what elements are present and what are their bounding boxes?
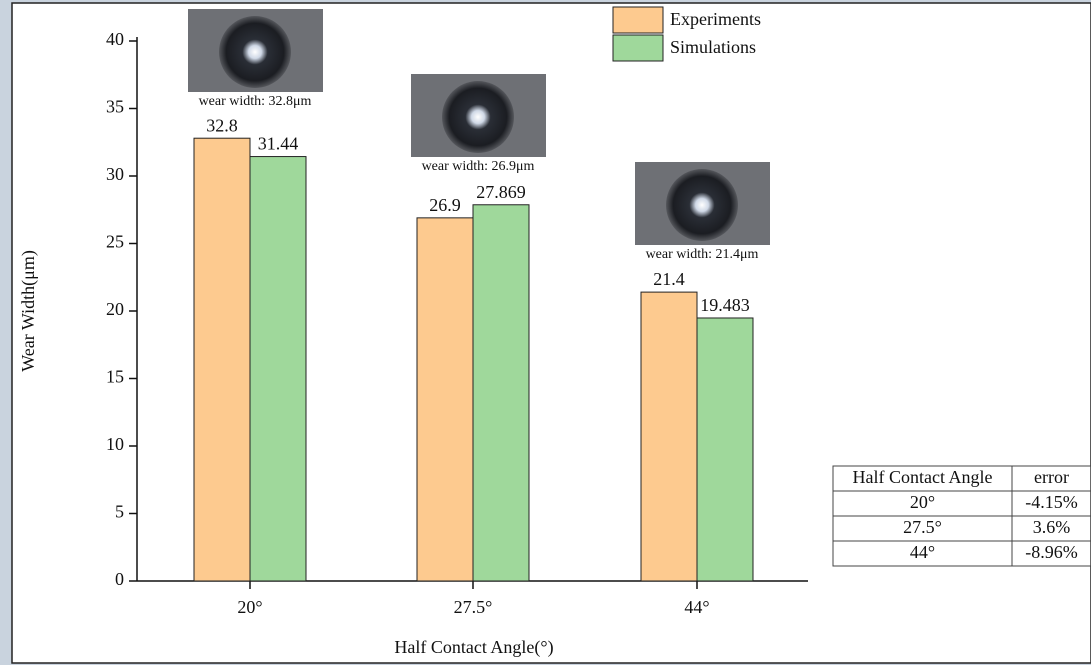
y-tick-label: 15 bbox=[106, 367, 124, 387]
legend-swatch bbox=[613, 35, 663, 61]
x-tick-label: 20° bbox=[237, 597, 262, 617]
y-tick-label: 0 bbox=[115, 569, 124, 589]
table-cell: -8.96% bbox=[1025, 542, 1078, 562]
table-header: Half Contact Angle bbox=[853, 467, 993, 487]
bar bbox=[250, 157, 306, 581]
y-axis-label: Wear Width(μm) bbox=[18, 250, 39, 372]
page: Half Contact Angle(°) Wear Width(μm) 0 5 1… bbox=[0, 0, 1091, 665]
value-label: 27.869 bbox=[476, 182, 526, 202]
table-cell: 27.5° bbox=[903, 517, 942, 537]
frame bbox=[12, 3, 1091, 663]
y-tick-label: 30 bbox=[106, 164, 124, 184]
value-label: 31.44 bbox=[258, 134, 299, 154]
legend-label: Experiments bbox=[670, 9, 761, 29]
photo-ball bbox=[442, 81, 514, 153]
photo-ball bbox=[666, 169, 738, 241]
value-label: 26.9 bbox=[429, 195, 461, 215]
legend-label: Simulations bbox=[670, 37, 756, 57]
value-label: 32.8 bbox=[206, 115, 238, 135]
photo-caption: wear width: 21.4μm bbox=[646, 247, 759, 262]
y-tick-label: 5 bbox=[115, 502, 124, 522]
table-header: error bbox=[1034, 467, 1069, 487]
x-tick-label: 44° bbox=[684, 597, 709, 617]
table-cell: 3.6% bbox=[1033, 517, 1071, 537]
bar bbox=[417, 218, 473, 581]
y-tick-label: 25 bbox=[106, 232, 124, 252]
photo-caption: wear width: 26.9μm bbox=[422, 159, 535, 174]
x-axis-label: Half Contact Angle(°) bbox=[394, 637, 553, 658]
y-tick-label: 10 bbox=[106, 434, 124, 454]
bar bbox=[473, 205, 529, 581]
table-cell: 44° bbox=[910, 542, 935, 562]
value-label: 21.4 bbox=[653, 269, 685, 289]
table-cell: 20° bbox=[910, 492, 935, 512]
table-cell: -4.15% bbox=[1025, 492, 1078, 512]
y-tick-label: 40 bbox=[106, 29, 124, 49]
photo-caption: wear width: 32.8μm bbox=[199, 94, 312, 109]
photo-ball bbox=[219, 16, 291, 88]
bar bbox=[697, 318, 753, 581]
bar bbox=[641, 292, 697, 581]
x-tick-label: 27.5° bbox=[454, 597, 493, 617]
bar bbox=[194, 138, 250, 581]
y-tick-label: 35 bbox=[106, 97, 124, 117]
value-label: 19.483 bbox=[700, 295, 750, 315]
y-tick-label: 20 bbox=[106, 299, 124, 319]
chart: Half Contact Angle(°) Wear Width(μm) 0 5 1… bbox=[0, 0, 1091, 665]
legend-swatch bbox=[613, 7, 663, 33]
